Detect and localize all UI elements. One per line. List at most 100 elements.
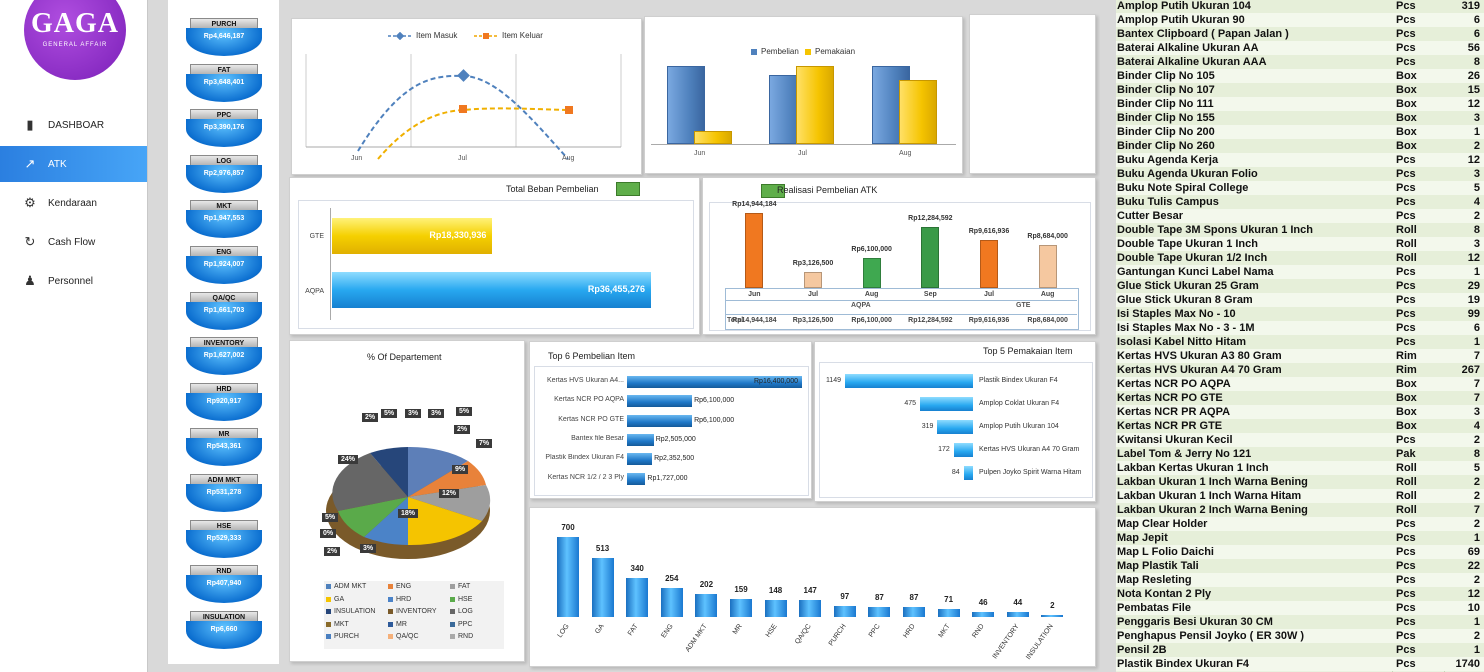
table-row[interactable]: Buku Agenda Kerja Pcs 12 (1116, 153, 1484, 167)
table-row[interactable]: Kertas HVS Ukuran A3 80 Gram Rim 7 (1116, 349, 1484, 363)
table-row[interactable]: Isi Staples Max No - 10 Pcs 99 (1116, 307, 1484, 321)
department-card[interactable]: RND Rp407,940 (186, 565, 262, 604)
table-row[interactable]: Binder Clip No 107 Box 15 (1116, 83, 1484, 97)
department-card[interactable]: HRD Rp920,917 (186, 382, 262, 421)
department-card[interactable]: INSULATION Rp6,660 (186, 610, 262, 649)
item-unit-cell: Pak (1396, 448, 1416, 460)
item-name-cell: Cutter Besar (1117, 210, 1184, 222)
table-row[interactable]: Nota Kontan 2 Ply Pcs 12 (1116, 587, 1484, 601)
table-row[interactable]: Double Tape Ukuran 1/2 Inch Roll 12 (1116, 251, 1484, 265)
table-row[interactable]: Kwitansi Ukuran Kecil Pcs 2 (1116, 433, 1484, 447)
table-row[interactable]: Lakban Ukuran 1 Inch Warna Bening Roll 2 (1116, 475, 1484, 489)
department-card[interactable]: LOG Rp2,976,857 (186, 154, 262, 193)
table-row[interactable]: Penggaris Besi Ukuran 30 CM Pcs 1 (1116, 615, 1484, 629)
data-table-divider (725, 314, 1077, 315)
item-unit-cell: Pcs (1396, 280, 1416, 292)
people-icon: ♟ (24, 273, 36, 288)
bar-beban: Rp18,330,936 (332, 218, 493, 254)
department-card[interactable]: PPC Rp3,390,176 (186, 109, 262, 148)
table-row[interactable]: Lakban Ukuran 1 Inch Warna Hitam Roll 2 (1116, 489, 1484, 503)
table-row[interactable]: Gantungan Kunci Label Nama Pcs 1 (1116, 265, 1484, 279)
table-row[interactable]: Pembatas File Pcs 10 (1116, 601, 1484, 615)
legend-swatch (751, 48, 757, 55)
table-row[interactable]: Map L Folio Daichi Pcs 69 (1116, 545, 1484, 559)
nav-item-dashboard[interactable]: ▮ DASHBOAR (0, 107, 147, 143)
legend-entry: RND (450, 633, 473, 640)
department-card[interactable]: PURCH Rp4,646,187 (186, 18, 262, 56)
department-spend-value: Rp1,661,703 (186, 301, 262, 330)
table-row[interactable]: Buku Note Spiral College Pcs 5 (1116, 181, 1484, 195)
item-unit-cell: Box (1396, 420, 1417, 432)
table-row[interactable]: Lakban Ukuran 2 Inch Warna Bening Roll 7 (1116, 503, 1484, 517)
table-row[interactable]: Binder Clip No 260 Box 2 (1116, 139, 1484, 153)
table-row[interactable]: Kertas NCR PR GTE Box 4 (1116, 419, 1484, 433)
department-card[interactable]: MKT Rp1,947,553 (186, 200, 262, 239)
nav-item-atk[interactable]: ↗ ATK (0, 146, 147, 182)
table-row[interactable]: Double Tape Ukuran 1 Inch Roll 3 (1116, 237, 1484, 251)
table-row[interactable]: Isolasi Kabel Nitto Hitam Pcs 1 (1116, 335, 1484, 349)
department-card[interactable]: HSE Rp529,333 (186, 519, 262, 558)
table-row[interactable]: Map Plastik Tali Pcs 22 (1116, 559, 1484, 573)
table-row[interactable]: Glue Stick Ukuran 25 Gram Pcs 29 (1116, 279, 1484, 293)
table-row[interactable]: Baterai Alkaline Ukuran AA Pcs 56 (1116, 41, 1484, 55)
table-row[interactable]: Buku Agenda Ukuran Folio Pcs 3 (1116, 167, 1484, 181)
table-row[interactable]: Amplop Putih Ukuran 104 Pcs 319 (1116, 0, 1484, 13)
table-row[interactable]: Map Jepit Pcs 1 (1116, 531, 1484, 545)
nav-item-personnel[interactable]: ♟ Personnel (0, 263, 147, 299)
department-card[interactable]: ENG Rp1,924,007 (186, 246, 262, 284)
table-row[interactable]: Map Clear Holder Pcs 2 (1116, 517, 1484, 531)
department-card[interactable]: QA/QC Rp1,661,703 (186, 291, 262, 330)
item-qty-cell: 7 (1473, 350, 1480, 362)
table-row[interactable]: Cutter Besar Pcs 2 (1116, 209, 1484, 223)
table-row[interactable]: Kertas NCR PO GTE Box 7 (1116, 391, 1484, 405)
bar-department-usage (903, 607, 925, 617)
x-tick-label: ENG (660, 623, 675, 640)
item-name-cell: Plastik Bindex Ukuran F4 (1117, 658, 1250, 670)
item-unit-cell: Box (1396, 126, 1417, 138)
item-unit-cell: Roll (1396, 490, 1417, 502)
table-row[interactable]: Glue Stick Ukuran 8 Gram Pcs 19 (1116, 293, 1484, 307)
table-row[interactable]: Label Tom & Jerry No 121 Pak 8 (1116, 447, 1484, 461)
scroll-gap (1100, 0, 1116, 672)
item-name-cell: Map Plastik Tali (1117, 560, 1199, 572)
table-row[interactable]: Kertas NCR PO AQPA Box 7 (1116, 377, 1484, 391)
table-row[interactable]: Baterai Alkaline Ukuran AAA Pcs 8 (1116, 55, 1484, 69)
table-row[interactable]: Double Tape 3M Spons Ukuran 1 Inch Roll 8 (1116, 223, 1484, 237)
x-tick-label: LOG (556, 623, 571, 640)
table-row[interactable]: Binder Clip No 155 Box 3 (1116, 111, 1484, 125)
table-row[interactable]: Kertas NCR PR AQPA Box 3 (1116, 405, 1484, 419)
item-qty-cell: 5 (1473, 182, 1480, 194)
item-label: Amplop Coklat Ukuran F4 (979, 400, 1060, 407)
chart-title: Top 6 Pembelian Item (548, 351, 636, 361)
table-row[interactable]: Binder Clip No 200 Box 1 (1116, 125, 1484, 139)
item-name-cell: Kertas NCR PO GTE (1117, 392, 1223, 404)
legend-swatch (388, 634, 393, 639)
table-row[interactable]: Pensil 2B Pcs 1 (1116, 643, 1484, 657)
department-spend-value: Rp1,947,553 (186, 210, 262, 239)
table-row[interactable]: Binder Clip No 111 Box 12 (1116, 97, 1484, 111)
table-row[interactable]: Lakban Kertas Ukuran 1 Inch Roll 5 (1116, 461, 1484, 475)
table-row[interactable]: Bantex Clipboard ( Papan Jalan ) Pcs 6 (1116, 27, 1484, 41)
nav-item-kendaraan[interactable]: ⚙ Kendaraan (0, 185, 147, 221)
table-row[interactable]: Kertas HVS Ukuran A4 70 Gram Rim 267 (1116, 363, 1484, 377)
x-tick-label: Aug (899, 150, 912, 157)
pie-slice (338, 497, 408, 537)
money-icon (761, 184, 785, 198)
department-card[interactable]: INVENTORY Rp1,627,002 (186, 337, 262, 376)
table-row[interactable]: Buku Tulis Campus Pcs 4 (1116, 195, 1484, 209)
item-qty-cell: 8 (1473, 56, 1480, 68)
department-card[interactable]: MR Rp543,361 (186, 428, 262, 467)
table-row[interactable]: Binder Clip No 105 Box 26 (1116, 69, 1484, 83)
item-name-cell: Label Tom & Jerry No 121 (1117, 448, 1252, 460)
department-card[interactable]: ADM MKT Rp531,278 (186, 474, 262, 512)
table-row[interactable]: Penghapus Pensil Joyko ( ER 30W ) Pcs 2 (1116, 629, 1484, 643)
item-qty-cell: 29 (1467, 280, 1480, 292)
item-unit-cell: Box (1396, 98, 1417, 110)
table-row[interactable]: Isi Staples Max No - 3 - 1M Pcs 6 (1116, 321, 1484, 335)
table-row[interactable]: Map Resleting Pcs 2 (1116, 573, 1484, 587)
table-row[interactable]: Plastik Bindex Ukuran F4 Pcs 1740 (1116, 657, 1484, 671)
department-card[interactable]: FAT Rp3,648,401 (186, 63, 262, 102)
nav-item-cash-flow[interactable]: ↻ Cash Flow (0, 224, 147, 260)
x-tick-label: QA/QC (794, 623, 813, 646)
table-row[interactable]: Amplop Putih Ukuran 90 Pcs 6 (1116, 13, 1484, 27)
